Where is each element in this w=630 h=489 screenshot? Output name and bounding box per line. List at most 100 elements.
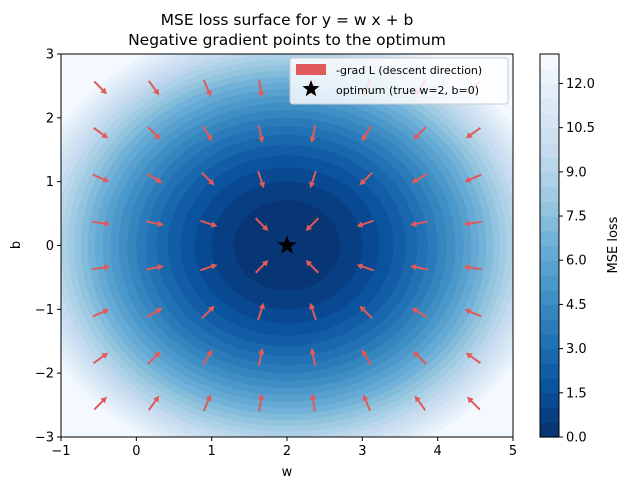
gradient-arrow-shaft xyxy=(257,125,263,139)
x-tick-label: 4 xyxy=(434,444,442,459)
colorbar-band xyxy=(540,68,559,85)
colorbar-band xyxy=(540,186,559,202)
gradient-arrow-head xyxy=(309,181,316,189)
gradient-arrow-head xyxy=(413,133,420,140)
gradient-arrow-shaft xyxy=(258,398,263,412)
colorbar-ticks: 0.0 1.5 3.0 4.5 6.0 7.5 9.0 10.5 12.0 xyxy=(559,77,595,446)
gradient-arrow-head xyxy=(464,308,472,315)
gradient-arrow-shaft xyxy=(202,398,210,412)
gradient-arrow-shaft xyxy=(93,399,105,411)
gradient-arrow-shaft xyxy=(310,307,317,321)
gradient-arrow-head xyxy=(155,307,163,314)
gradient-arrow-shaft xyxy=(146,173,159,182)
colorbar-band xyxy=(540,348,559,364)
gradient-arrow-shaft xyxy=(201,171,212,183)
gradient-arrow-shaft xyxy=(310,170,317,184)
gradient-arrow-head xyxy=(154,133,161,140)
gradient-arrow-shaft xyxy=(468,173,482,181)
colorbar-band xyxy=(540,230,559,247)
gradient-arrow-head xyxy=(464,176,472,183)
gradient-arrow-head xyxy=(261,224,269,231)
colorbar-band xyxy=(540,54,559,70)
gradient-arrow-head xyxy=(411,177,419,184)
x-tick-label: 1 xyxy=(208,444,216,459)
colorbar-band xyxy=(540,304,559,320)
gradient-arrow-head xyxy=(205,394,212,402)
gradient-arrow-head xyxy=(359,305,366,313)
colorbar-tick-label: 4.5 xyxy=(566,298,587,313)
gradient-arrow-head xyxy=(208,305,215,313)
gradient-arrow-head xyxy=(258,181,265,189)
gradient-arrow-shaft xyxy=(311,125,317,139)
gradient-arrow-head xyxy=(361,134,368,142)
y-tick-label: −1 xyxy=(35,303,54,318)
gradient-arrow-shaft xyxy=(254,217,266,229)
gradient-arrow-shaft xyxy=(146,220,160,226)
gradient-arrow-shaft xyxy=(147,354,158,365)
gradient-arrow-head xyxy=(102,176,110,183)
gradient-arrow-head xyxy=(309,348,316,355)
gradient-arrow-head xyxy=(309,393,317,400)
colorbar-tick-label: 12.0 xyxy=(566,77,595,92)
gradient-arrow-shaft xyxy=(468,266,482,271)
gradient-arrow-shaft xyxy=(364,398,372,412)
gradient-arrow-head xyxy=(208,178,215,186)
colorbar-tick-label: 1.5 xyxy=(566,386,587,401)
x-tick-label: 3 xyxy=(358,444,366,459)
gradient-arrow-shaft xyxy=(92,173,106,181)
gradient-arrow-shaft xyxy=(201,308,212,320)
gradient-arrow-shaft xyxy=(257,170,264,184)
colorbar-tick-label: 3.0 xyxy=(566,342,587,357)
colorbar-band xyxy=(540,363,559,379)
gradient-arrow-head xyxy=(100,87,107,95)
x-axis-label: w xyxy=(282,465,293,480)
colorbar-band xyxy=(540,98,559,114)
gradient-arrow-shaft xyxy=(146,309,159,318)
colorbar-band xyxy=(540,112,559,129)
gradient-arrow-head xyxy=(206,134,213,142)
gradient-arrow-shaft xyxy=(147,126,158,137)
gradient-arrow-head xyxy=(210,221,218,228)
gradient-arrow-head xyxy=(154,351,161,358)
y-tick-label: 0 xyxy=(46,239,54,254)
colorbar-band xyxy=(540,201,559,217)
gradient-arrow-shaft xyxy=(311,398,316,412)
colorbar-tick-label: 0.0 xyxy=(566,431,587,446)
gradient-arrow-head xyxy=(414,395,421,403)
gradient-arrow-head xyxy=(157,220,164,227)
gradient-arrow-shaft xyxy=(92,127,105,137)
x-tick-label: 5 xyxy=(509,444,517,459)
gradient-arrow-shaft xyxy=(415,173,428,182)
gradient-arrow-shaft xyxy=(468,310,482,318)
colorbar-label: MSE loss xyxy=(606,216,621,273)
gradient-arrow-head xyxy=(153,88,160,96)
gradient-arrow-head xyxy=(361,349,368,357)
gradient-arrow-head xyxy=(210,263,218,270)
chart-subtitle: Negative gradient points to the optimum xyxy=(128,31,446,49)
y-tick-label: −2 xyxy=(35,367,54,382)
gradient-arrow-head xyxy=(261,260,269,267)
gradient-arrow-shaft xyxy=(92,266,106,271)
gradient-arrow-head xyxy=(362,394,369,402)
gradient-arrow-head xyxy=(465,132,473,139)
gradient-arrow-shaft xyxy=(202,79,210,93)
gradient-arrow-shaft xyxy=(414,265,428,271)
gradient-arrow-shaft xyxy=(308,217,320,229)
gradient-arrow-shaft xyxy=(469,354,482,364)
colorbar-band xyxy=(540,171,559,188)
gradient-arrow-shaft xyxy=(361,219,374,226)
colorbar-band xyxy=(540,392,559,409)
gradient-arrow-head xyxy=(410,220,417,227)
gradient-arrow-head xyxy=(155,177,163,184)
colorbar-band xyxy=(540,216,559,232)
gradient-arrow-shaft xyxy=(202,353,211,366)
gradient-arrow-shaft xyxy=(200,219,213,226)
colorbar-tick-label: 7.5 xyxy=(566,210,587,225)
gradient-arrow-head xyxy=(206,349,213,357)
gradient-arrow-shaft xyxy=(363,353,372,366)
gradient-arrow-head xyxy=(410,264,417,271)
legend-box xyxy=(289,57,509,105)
gradient-arrow-shaft xyxy=(469,127,482,137)
gradient-arrow-head xyxy=(103,264,111,271)
